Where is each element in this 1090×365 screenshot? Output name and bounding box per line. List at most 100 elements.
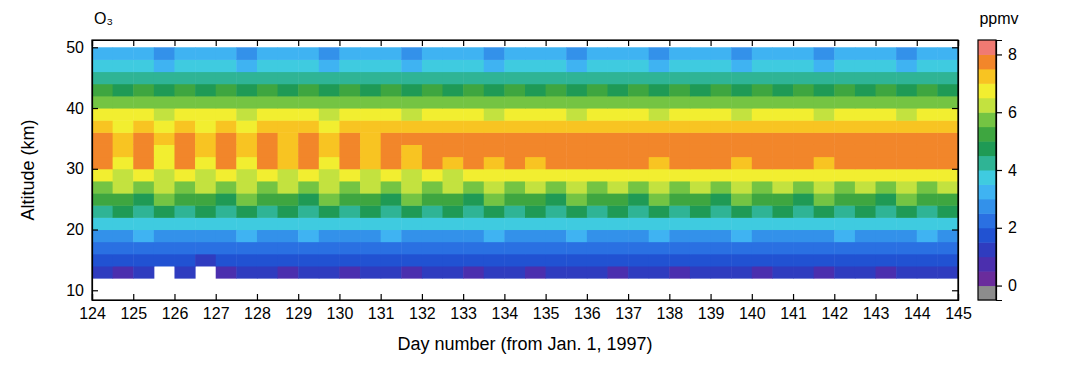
heatmap-cell: [896, 242, 917, 255]
heatmap-cell: [154, 120, 175, 133]
heatmap-cell: [113, 144, 134, 157]
heatmap-cell: [92, 254, 113, 267]
heatmap-cell: [319, 72, 340, 85]
heatmap-cell: [360, 217, 381, 230]
heatmap-cell: [381, 132, 402, 145]
heatmap-cell: [525, 144, 546, 157]
tick: 8: [996, 46, 1017, 63]
tick: 142: [821, 294, 848, 322]
heatmap-cell: [711, 59, 732, 72]
heatmap-cell: [855, 108, 876, 121]
heatmap-cell: [876, 144, 897, 157]
heatmap-cell: [649, 254, 670, 267]
heatmap-cell: [339, 47, 360, 60]
heatmap-cell: [319, 230, 340, 243]
heatmap-cell: [174, 205, 195, 218]
heatmap-cell: [463, 181, 484, 194]
heatmap-cell: [546, 72, 567, 85]
heatmap-cell: [298, 205, 319, 218]
heatmap-cell: [236, 132, 257, 145]
heatmap-cell: [401, 108, 422, 121]
heatmap-cell: [587, 47, 608, 60]
tick: [952, 108, 958, 109]
heatmap-cell: [587, 72, 608, 85]
colorbar-step: [978, 271, 996, 286]
heatmap-cell: [834, 266, 855, 279]
heatmap-cell: [401, 47, 422, 60]
colorbar-step: [978, 170, 996, 185]
heatmap-cell: [793, 120, 814, 133]
heatmap-cell: [443, 205, 464, 218]
heatmap-cell: [546, 120, 567, 133]
heatmap-cell: [298, 72, 319, 85]
tick-mark: [875, 40, 876, 46]
tick-mark: [996, 228, 1002, 229]
heatmap-cell: [772, 242, 793, 255]
heatmap-cell: [772, 266, 793, 279]
heatmap-cell: [876, 205, 897, 218]
heatmap-cell: [649, 84, 670, 97]
heatmap-cell: [690, 108, 711, 121]
heatmap-cell: [339, 242, 360, 255]
heatmap-cell: [525, 169, 546, 182]
heatmap-cell: [876, 132, 897, 145]
heatmap-cell: [525, 266, 546, 279]
heatmap-cell: [896, 59, 917, 72]
tick: [381, 40, 382, 46]
heatmap-cell: [587, 254, 608, 267]
heatmap-cell: [628, 59, 649, 72]
heatmap-cell: [587, 157, 608, 170]
colorbar-step: [978, 242, 996, 257]
heatmap-cell: [339, 59, 360, 72]
heatmap-cell: [628, 108, 649, 121]
heatmap-cell: [711, 266, 732, 279]
heatmap-cell: [92, 205, 113, 218]
heatmap-cell: [834, 84, 855, 97]
heatmap-cell: [381, 193, 402, 206]
heatmap-cell: [937, 217, 958, 230]
tick-label: 40: [66, 100, 84, 117]
heatmap-cell: [628, 169, 649, 182]
heatmap-cell: [793, 242, 814, 255]
heatmap-cell: [236, 47, 257, 60]
heatmap-cell: [814, 120, 835, 133]
heatmap-cell: [814, 47, 835, 60]
heatmap-cell: [793, 108, 814, 121]
heatmap-cell: [339, 120, 360, 133]
heatmap-cell: [319, 59, 340, 72]
heatmap-cell: [216, 96, 237, 109]
heatmap-cell: [937, 193, 958, 206]
heatmap-cell: [855, 96, 876, 109]
colorbar-label: ppmv: [979, 10, 1018, 27]
heatmap-cell: [731, 193, 752, 206]
heatmap-cell: [381, 59, 402, 72]
heatmap-cell: [174, 132, 195, 145]
heatmap-cell: [607, 108, 628, 121]
heatmap-cell: [484, 181, 505, 194]
heatmap-cell: [690, 59, 711, 72]
heatmap-cell: [216, 120, 237, 133]
tick: [463, 40, 464, 46]
tick: [917, 40, 918, 46]
heatmap-cell: [587, 132, 608, 145]
heatmap-cell: [195, 84, 216, 97]
heatmap-cell: [525, 181, 546, 194]
heatmap-cell: [133, 96, 154, 109]
heatmap-cell: [566, 72, 587, 85]
heatmap-cell: [174, 169, 195, 182]
heatmap-cell: [195, 193, 216, 206]
heatmap-cell: [628, 120, 649, 133]
tick-mark: [216, 294, 217, 300]
heatmap-cell: [814, 217, 835, 230]
tick: [711, 40, 712, 46]
heatmap-cell: [814, 205, 835, 218]
tick-mark: [463, 294, 464, 300]
heatmap-cell: [113, 59, 134, 72]
heatmap-cell: [855, 217, 876, 230]
heatmap-cell: [711, 108, 732, 121]
heatmap-cell: [422, 205, 443, 218]
heatmap-cell: [443, 157, 464, 170]
heatmap-cell: [154, 144, 175, 157]
heatmap-cell: [834, 144, 855, 157]
tick-mark: [996, 285, 1002, 286]
